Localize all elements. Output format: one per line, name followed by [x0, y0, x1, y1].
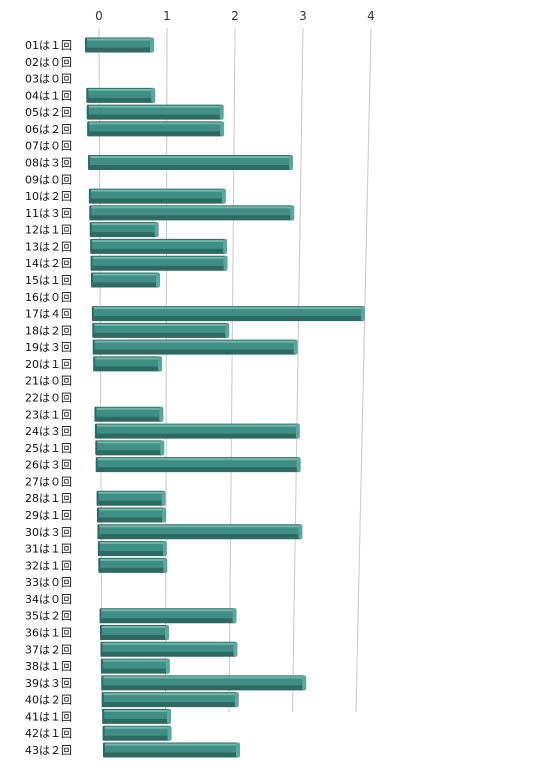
- category-label: 09は０回: [25, 173, 72, 186]
- bar: [86, 104, 224, 120]
- bar: [90, 238, 228, 254]
- category-label: 20は１回: [25, 358, 72, 371]
- category-label: 11は３回: [25, 207, 72, 220]
- bar: [89, 222, 159, 238]
- x-tick-label: 3: [299, 9, 307, 23]
- category-labels: 01は１回 02は０回 03は０回 04は１回 05は２回 06は２回 07は０回 08は３回…: [25, 39, 72, 757]
- bar: [96, 490, 166, 506]
- category-label: 03は０回: [25, 73, 72, 86]
- bar: [97, 524, 303, 540]
- category-label: 32は１回: [25, 559, 72, 572]
- bar: [95, 457, 301, 473]
- category-label: 02は０回: [25, 56, 72, 69]
- bar: [97, 507, 166, 523]
- bar: [91, 306, 365, 322]
- category-label: 07は０回: [25, 140, 72, 153]
- bar: [91, 272, 160, 288]
- category-label: 05は２回: [25, 106, 72, 119]
- category-label: 15は１回: [25, 274, 72, 287]
- category-label: 33は０回: [25, 576, 72, 589]
- bar: [98, 557, 168, 573]
- bar: [94, 406, 164, 422]
- bar: [88, 188, 226, 204]
- category-label: 19は３回: [25, 341, 72, 354]
- category-label: 24は３回: [25, 425, 72, 438]
- gridline: [228, 27, 236, 713]
- bar: [88, 155, 293, 170]
- x-tick-label: 4: [367, 9, 375, 23]
- category-label: 18は２回: [25, 324, 72, 337]
- x-tick-label: 0: [95, 9, 103, 23]
- bar: [87, 121, 225, 137]
- category-label: 27は０回: [25, 475, 72, 488]
- category-label: 16は０回: [25, 291, 72, 304]
- category-label: 37は２回: [25, 643, 72, 656]
- gridline: [165, 27, 168, 713]
- category-label: 42は１回: [25, 727, 72, 740]
- category-label: 06は２回: [25, 123, 72, 136]
- bar: [90, 255, 228, 271]
- gridline: [292, 27, 304, 713]
- x-tick-label: 2: [231, 9, 239, 23]
- bar: [92, 322, 230, 338]
- bar: [100, 625, 169, 640]
- category-label: 13は２回: [25, 240, 72, 253]
- category-label: 26は３回: [25, 459, 72, 472]
- bar: [93, 356, 163, 372]
- category-label: 10は２回: [25, 190, 72, 203]
- x-axis-ticks: 0 1 2 3 4: [95, 9, 375, 23]
- bar: [100, 658, 170, 674]
- category-label: 43は２回: [25, 744, 72, 757]
- category-label: 21は０回: [25, 375, 72, 388]
- category-label: 23は１回: [25, 408, 72, 421]
- bars: [85, 37, 365, 758]
- bar: [95, 440, 165, 456]
- category-label: 31は１回: [25, 543, 72, 556]
- bar: [100, 641, 238, 657]
- category-label: 28は１回: [25, 492, 72, 505]
- category-label: 25は１回: [25, 442, 72, 455]
- category-label: 12は１回: [25, 224, 72, 237]
- category-label: 41は１回: [25, 710, 72, 723]
- bar: [86, 87, 156, 103]
- category-label: 17は４回: [25, 308, 72, 321]
- category-label: 04は１回: [25, 89, 72, 102]
- bar: [99, 608, 237, 624]
- category-label: 34は０回: [25, 593, 72, 606]
- category-label: 08は３回: [25, 157, 72, 170]
- gridline: [355, 27, 372, 713]
- bar: [92, 339, 298, 355]
- category-label: 29は１回: [25, 509, 72, 522]
- category-label: 35は２回: [25, 610, 72, 623]
- bar: [102, 708, 172, 724]
- bar: [97, 541, 167, 557]
- bar: [89, 205, 295, 221]
- category-label: 38は１回: [25, 660, 72, 673]
- category-label: 22は０回: [25, 392, 72, 405]
- category-label: 40は２回: [25, 694, 72, 707]
- category-label: 30は３回: [25, 526, 72, 539]
- bar: [102, 725, 172, 741]
- category-label: 01は１回: [25, 39, 72, 52]
- bar: [85, 37, 154, 53]
- bar: [101, 675, 307, 691]
- x-tick-label: 1: [163, 9, 171, 23]
- category-label: 39は３回: [25, 677, 72, 690]
- bar: [101, 692, 239, 708]
- bar: [94, 423, 300, 439]
- bar: [103, 742, 240, 758]
- category-label: 14は２回: [25, 257, 72, 270]
- category-label: 36は１回: [25, 627, 72, 640]
